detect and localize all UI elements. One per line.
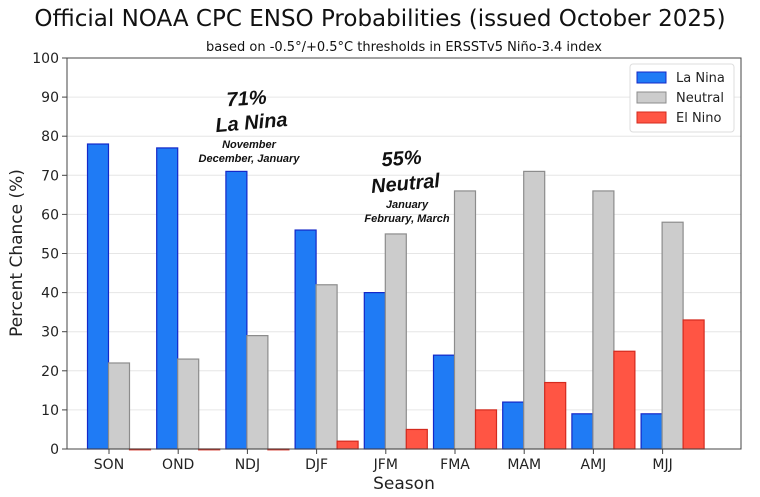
- annotation-la-nina-detail-1: November: [222, 139, 277, 151]
- chart-subtitle: based on -0.5°/+0.5°C thresholds in ERSS…: [206, 40, 602, 55]
- bar-neutral-djf: [315, 284, 338, 450]
- y-tick-label: 60: [41, 207, 59, 223]
- x-tick-label: DJF: [305, 457, 328, 473]
- annotation-la-nina-label: La Nina: [215, 109, 289, 137]
- bar-neutral-amj: [592, 190, 615, 450]
- bar-el-nino-jfm: [405, 428, 428, 450]
- bars: [86, 143, 705, 451]
- bar-la-nina-djf: [294, 229, 317, 450]
- legend-swatch-neutral: [636, 91, 667, 104]
- x-tick-label: OND: [162, 457, 194, 473]
- y-tick-label: 30: [41, 325, 59, 341]
- bar-neutral-fma: [453, 190, 477, 450]
- legend-swatch-el-nino: [636, 111, 667, 124]
- bar-neutral-mam: [523, 170, 546, 450]
- y-tick-label: 40: [41, 286, 59, 302]
- annotation-neutral: 55% Neutral January February, March: [364, 147, 449, 225]
- bar-la-nina-jfm: [363, 292, 386, 450]
- y-tick-label: 70: [41, 168, 59, 184]
- x-tick-label: MAM: [507, 457, 541, 473]
- annotation-la-nina: 71% La Nina November December, January: [199, 87, 301, 165]
- y-tick-label: 20: [41, 364, 59, 380]
- x-tick-label: AMJ: [581, 457, 607, 473]
- x-axis-label: Season: [373, 474, 435, 494]
- x-tick-label: MJJ: [652, 457, 672, 473]
- legend-label-la-nina: La Nina: [676, 71, 725, 86]
- legend: La Nina Neutral El Nino: [629, 63, 735, 133]
- bar-neutral-mjj: [661, 221, 684, 450]
- y-tick-label: 80: [41, 129, 59, 145]
- bar-la-nina-son: [86, 143, 110, 450]
- x-tick-label: NDJ: [235, 457, 260, 473]
- annotation-neutral-detail-1: January: [386, 199, 429, 211]
- y-tick-label: 100: [32, 51, 59, 67]
- x-axis-ticks: SON OND NDJ DJF JFM FMA MAM AMJ MJJ: [94, 449, 673, 473]
- annotation-neutral-percent: 55%: [381, 147, 423, 172]
- bar-la-nina-mjj: [640, 413, 663, 450]
- bar-neutral-son: [107, 362, 131, 450]
- bar-la-nina-mam: [502, 401, 525, 450]
- bar-el-nino-mam: [544, 381, 567, 450]
- x-tick-label: JFM: [373, 457, 398, 473]
- legend-label-neutral: Neutral: [676, 91, 724, 106]
- bar-el-nino-amj: [613, 350, 636, 450]
- legend-swatch-la-nina: [636, 71, 667, 84]
- bar-neutral-jfm: [384, 233, 407, 450]
- bar-el-nino-fma: [474, 409, 498, 450]
- y-axis-label: Percent Chance (%): [7, 169, 27, 337]
- bar-la-nina-amj: [571, 413, 594, 450]
- annotation-la-nina-percent: 71%: [226, 87, 268, 112]
- bar-la-nina-fma: [432, 354, 456, 450]
- bar-el-nino-djf: [336, 440, 359, 450]
- bar-la-nina-ndj: [225, 170, 248, 450]
- y-tick-label: 0: [50, 442, 59, 458]
- bar-neutral-ndj: [246, 335, 269, 450]
- x-tick-label: FMA: [440, 457, 470, 473]
- bar-neutral-ond: [177, 358, 200, 450]
- bar-la-nina-ond: [156, 147, 179, 450]
- annotation-neutral-label: Neutral: [370, 170, 441, 198]
- x-tick-label: SON: [94, 457, 124, 473]
- legend-label-el-nino: El Nino: [676, 111, 722, 126]
- plot-frame: [66, 57, 742, 450]
- y-tick-label: 50: [41, 247, 59, 263]
- annotation-la-nina-detail-2: December, January: [199, 153, 301, 165]
- bar-el-nino-mjj: [682, 319, 705, 450]
- y-tick-label: 90: [41, 90, 59, 106]
- y-tick-label: 10: [41, 403, 59, 419]
- chart-title: Official NOAA CPC ENSO Probabilities (is…: [34, 6, 725, 32]
- annotation-neutral-detail-2: February, March: [364, 213, 449, 225]
- y-axis-ticks: 0 10 20 30 40 50 60 70 80 90 100: [32, 51, 67, 458]
